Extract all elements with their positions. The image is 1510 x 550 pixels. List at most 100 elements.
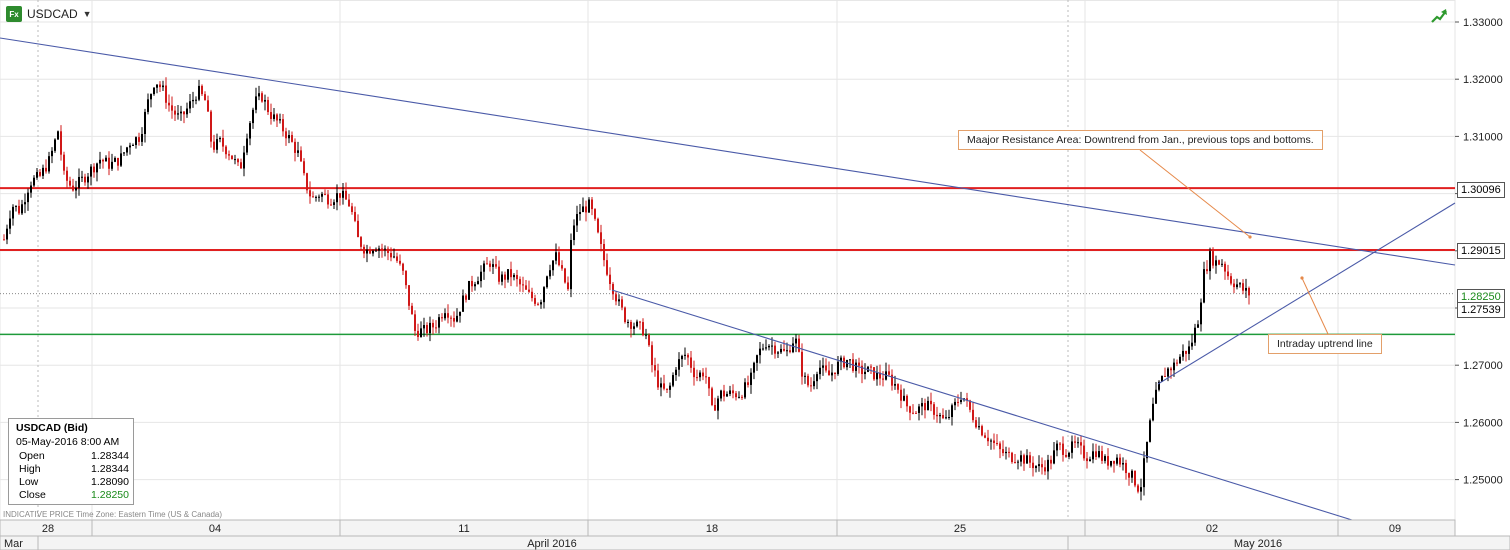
- candle-body: [279, 119, 281, 121]
- candle-body: [1122, 462, 1124, 465]
- candle-body: [1230, 276, 1232, 284]
- candle-body: [762, 348, 764, 350]
- candle-body: [1179, 356, 1181, 364]
- trend-up-icon[interactable]: [1430, 8, 1448, 24]
- candle-body: [354, 211, 356, 221]
- candle-body: [891, 374, 893, 386]
- candle-body: [768, 345, 770, 348]
- candle-body: [543, 287, 545, 303]
- candle-body: [108, 157, 110, 169]
- candle-body: [165, 85, 167, 103]
- candle-body: [741, 396, 743, 398]
- candle-body: [1143, 458, 1145, 488]
- candle-body: [30, 185, 32, 193]
- candle-body: [1053, 450, 1055, 464]
- candle-body: [306, 173, 308, 191]
- candle-body: [111, 161, 113, 169]
- candle-body: [780, 348, 782, 353]
- candle-body: [318, 196, 320, 198]
- candle-body: [1233, 283, 1235, 288]
- candle-body: [750, 372, 752, 385]
- candle-body: [804, 375, 806, 377]
- candle-body: [1146, 441, 1148, 459]
- candle-body: [33, 177, 35, 186]
- candle-body: [810, 385, 812, 387]
- candle-body: [192, 99, 194, 102]
- x-month-label: Mar: [4, 538, 23, 550]
- candle-body: [1245, 287, 1247, 291]
- candle-body: [990, 440, 992, 442]
- candle-body: [216, 139, 218, 150]
- candle-body: [198, 85, 200, 100]
- candle-body: [996, 443, 998, 445]
- candle-body: [96, 163, 98, 173]
- candle-body: [441, 317, 443, 319]
- trend-lines: [0, 37, 1456, 521]
- y-tick-label: 1.25000: [1463, 475, 1503, 487]
- candle-body: [1125, 462, 1127, 474]
- candle-body: [387, 248, 389, 253]
- uptrend-annotation[interactable]: Intraday uptrend line: [1268, 334, 1382, 354]
- candle-body: [636, 321, 638, 327]
- symbol-selector[interactable]: Fx USDCAD ▼: [6, 6, 92, 22]
- candle-body: [993, 440, 995, 444]
- candle-body: [324, 193, 326, 195]
- candle-body: [405, 270, 407, 286]
- candle-body: [660, 383, 662, 388]
- candle-body: [414, 314, 416, 331]
- candle-body: [942, 415, 944, 419]
- annotation-connector-end: [1300, 276, 1304, 280]
- candle-body: [258, 93, 260, 97]
- candle-body: [348, 199, 350, 207]
- candle-body: [366, 249, 368, 254]
- candle-body: [654, 365, 656, 371]
- candle-body: [1083, 445, 1085, 459]
- candle-body: [921, 403, 923, 407]
- candle-body: [618, 299, 620, 302]
- candle-body: [819, 367, 821, 375]
- candle-body: [945, 417, 947, 419]
- candle-body: [525, 285, 527, 290]
- candle-body: [960, 400, 962, 403]
- candle-body: [1068, 452, 1070, 457]
- candle-body: [282, 119, 284, 132]
- candle-body: [645, 334, 647, 336]
- candle-body: [882, 378, 884, 380]
- candle-body: [915, 412, 917, 414]
- candle-body: [1080, 442, 1082, 446]
- candle-body: [1194, 327, 1196, 343]
- candle-body: [507, 269, 509, 280]
- candle-body: [51, 150, 53, 157]
- candle-body: [777, 352, 779, 354]
- candle-body: [138, 137, 140, 142]
- candle-body: [261, 93, 263, 102]
- chevron-down-icon[interactable]: ▼: [82, 9, 92, 19]
- candle-body: [345, 190, 347, 200]
- candle-body: [1047, 459, 1049, 472]
- candle-body: [1095, 451, 1097, 458]
- candle-body: [168, 102, 170, 106]
- candle-body: [591, 199, 593, 210]
- candle-body: [888, 371, 890, 375]
- candle-body: [639, 321, 641, 323]
- candle-body: [1170, 368, 1172, 371]
- candle-body: [903, 395, 905, 401]
- candle-body: [600, 232, 602, 245]
- candle-body: [858, 362, 860, 366]
- candle-body: [522, 284, 524, 286]
- candle-body: [855, 362, 857, 371]
- candle-body: [1239, 283, 1241, 285]
- resistance-annotation[interactable]: Maajor Resistance Area: Downtrend from J…: [958, 130, 1323, 150]
- candle-body: [1173, 362, 1175, 371]
- candle-body: [519, 279, 521, 285]
- candle-body: [1131, 470, 1133, 478]
- info-label: Close: [19, 489, 46, 501]
- candle-body: [246, 138, 248, 153]
- candle-body: [792, 343, 794, 353]
- candle-body: [117, 157, 119, 166]
- candle-body: [1074, 441, 1076, 443]
- candle-body: [1185, 350, 1187, 354]
- candle-body: [270, 112, 272, 119]
- candle-body: [333, 202, 335, 205]
